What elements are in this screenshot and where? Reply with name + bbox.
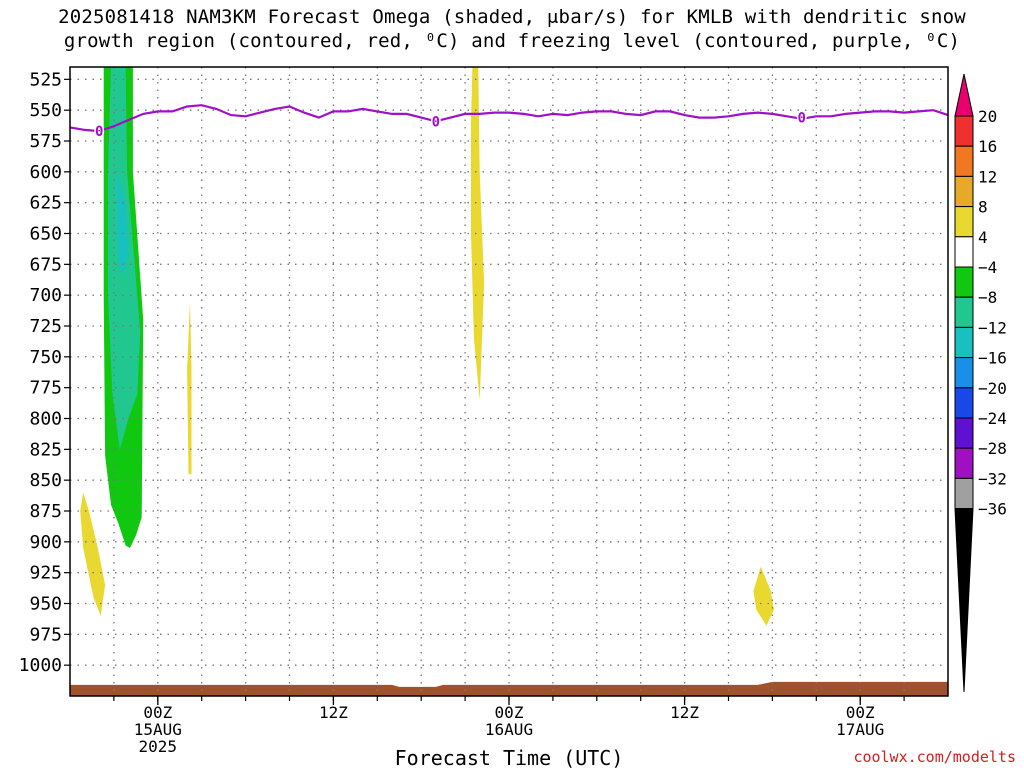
freezing-level-label: 0: [797, 111, 805, 127]
colorbar-label: −28: [978, 439, 1007, 458]
colorbar-segment: [954, 357, 974, 389]
terrain-band: [70, 681, 948, 696]
colorbar-label: −12: [978, 318, 1007, 337]
x-tick-date: 16AUG: [485, 720, 533, 739]
colorbar-segment: [954, 236, 974, 268]
y-tick-label: 825: [29, 439, 62, 460]
chart-title-line-2: growth region (contoured, red, ⁰C) and f…: [63, 30, 961, 52]
y-tick-label: 650: [29, 224, 62, 245]
colorbar-label: −8: [978, 288, 997, 307]
x-axis-label: Forecast Time (UTC): [395, 746, 624, 768]
x-tick-label: 00Z: [143, 703, 172, 722]
y-tick-label: 975: [29, 624, 62, 645]
x-tick-label: 12Z: [670, 703, 699, 722]
y-tick-label: 750: [29, 347, 62, 368]
colorbar-segment: [954, 477, 974, 510]
freezing-level-label: 0: [95, 124, 103, 140]
y-tick-label: 800: [29, 409, 62, 430]
y-tick-label: 700: [29, 285, 62, 306]
colorbar-segment: [954, 266, 974, 298]
colorbar-segment: [954, 296, 974, 328]
freezing-level-label: 0: [432, 114, 440, 130]
y-tick-label: 900: [29, 532, 62, 553]
plot-frame: [69, 66, 949, 697]
colorbar-label: −4: [978, 258, 997, 277]
y-tick-label: 525: [29, 69, 62, 90]
colorbar-label: −32: [978, 469, 1007, 488]
colorbar-segment: [954, 175, 974, 208]
omega-region-yellow-sliver-1: [187, 301, 192, 474]
freezing-level-line: [69, 104, 949, 133]
y-tick-label: 850: [29, 470, 62, 491]
y-tick-label: 775: [29, 378, 62, 399]
y-tick-label: 725: [29, 316, 62, 337]
x-tick-date: 15AUG: [134, 720, 182, 739]
y-tick-label: 600: [29, 162, 62, 183]
omega-region-yellow-column-16aug: [471, 67, 485, 400]
colorbar-top-arrow: [954, 73, 974, 117]
colorbar-label: 8: [978, 198, 988, 217]
colorbar-label: −20: [978, 379, 1007, 398]
chart-title-line-1: 2025081418 NAM3KM Forecast Omega (shaded…: [58, 6, 966, 28]
y-tick-label: 550: [29, 100, 62, 121]
colorbar-label: 12: [978, 167, 997, 186]
colorbar-segment: [954, 145, 974, 177]
colorbar-label: 16: [978, 137, 997, 156]
colorbar-label: 20: [978, 107, 997, 126]
y-tick-label: 675: [29, 254, 62, 275]
y-tick-label: 925: [29, 563, 62, 584]
x-tick-date: 17AUG: [836, 720, 884, 739]
y-tick-label: 1000: [19, 655, 62, 676]
credit-link[interactable]: coolwx.com/modelts: [853, 748, 1016, 766]
omega-region-cyan-core: [116, 171, 129, 277]
y-tick-label: 875: [29, 501, 62, 522]
colorbar-segment: [954, 206, 974, 238]
colorbar-label: 4: [978, 228, 988, 247]
colorbar-label: −36: [978, 500, 1007, 519]
x-tick-label: 12Z: [319, 703, 348, 722]
colorbar-segment: [954, 115, 974, 147]
colorbar-label: −16: [978, 349, 1007, 368]
colorbar-label: −24: [978, 409, 1007, 428]
y-tick-label: 625: [29, 193, 62, 214]
colorbar-segment: [954, 417, 974, 449]
omega-region-yellow-lower-left: [80, 492, 106, 616]
y-tick-label: 575: [29, 131, 62, 152]
x-tick-label: 00Z: [846, 703, 875, 722]
x-tick-label: 00Z: [495, 703, 524, 722]
omega-region-yellow-blob-right: [753, 566, 774, 626]
colorbar-segment: [954, 387, 974, 419]
colorbar-bottom-arrow: [954, 508, 974, 693]
colorbar-segment: [954, 326, 974, 359]
y-tick-label: 950: [29, 594, 62, 615]
colorbar-segment: [954, 447, 974, 479]
x-tick-year: 2025: [139, 737, 178, 756]
